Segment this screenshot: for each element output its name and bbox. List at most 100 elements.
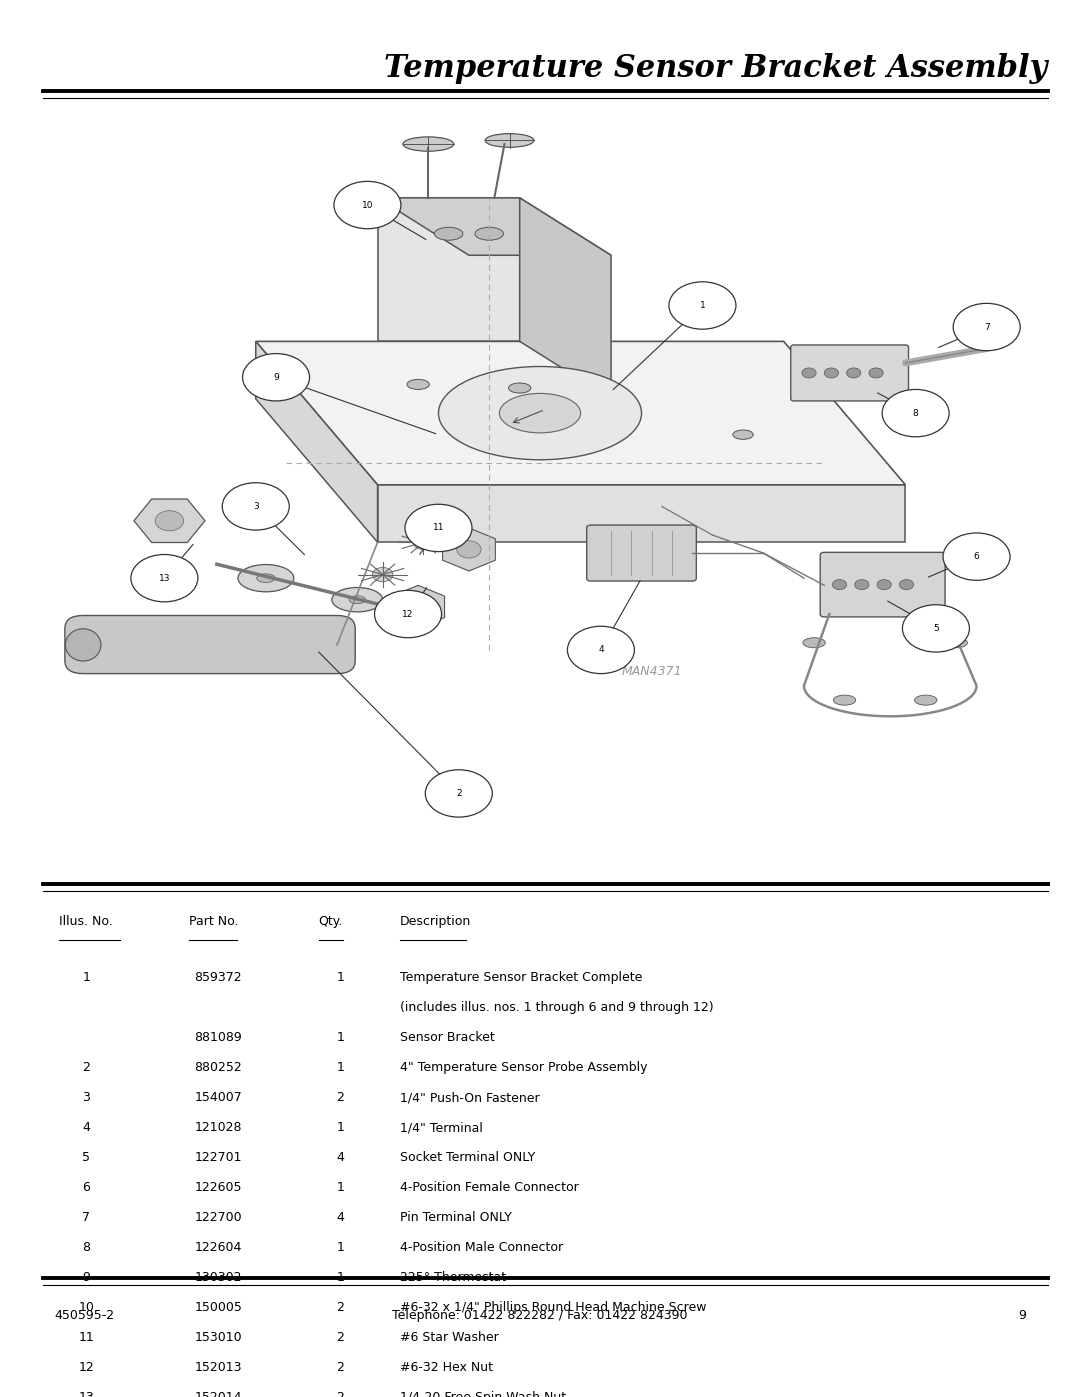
- Circle shape: [954, 303, 1021, 351]
- Ellipse shape: [66, 629, 100, 661]
- Ellipse shape: [407, 380, 430, 390]
- Circle shape: [833, 580, 847, 590]
- Ellipse shape: [733, 430, 753, 439]
- Circle shape: [406, 598, 430, 616]
- Circle shape: [943, 534, 1010, 580]
- Text: 150005: 150005: [194, 1302, 242, 1315]
- Text: 1: 1: [336, 971, 345, 983]
- Text: 4: 4: [82, 1120, 91, 1134]
- Ellipse shape: [834, 696, 855, 705]
- FancyBboxPatch shape: [586, 525, 697, 581]
- Text: 1/4-20 Free Spin Wash Nut: 1/4-20 Free Spin Wash Nut: [400, 1391, 566, 1397]
- Text: 12: 12: [403, 609, 414, 619]
- Text: 881089: 881089: [194, 1031, 242, 1044]
- Text: 5: 5: [933, 624, 939, 633]
- Text: #6-32 x 1/4" Phillips Round Head Machine Screw: #6-32 x 1/4" Phillips Round Head Machine…: [400, 1302, 706, 1315]
- Text: 5: 5: [82, 1151, 91, 1164]
- Text: 2: 2: [336, 1302, 345, 1315]
- FancyBboxPatch shape: [65, 616, 355, 673]
- Ellipse shape: [403, 137, 454, 151]
- Circle shape: [567, 626, 634, 673]
- Text: 152013: 152013: [194, 1361, 242, 1375]
- Circle shape: [334, 182, 401, 229]
- Text: 4-Position Male Connector: 4-Position Male Connector: [400, 1241, 563, 1255]
- Text: Telephone: 01422 822282 / Fax: 01422 824390: Telephone: 01422 822282 / Fax: 01422 824…: [392, 1309, 688, 1322]
- Text: 8: 8: [913, 409, 918, 418]
- Text: 152014: 152014: [194, 1391, 242, 1397]
- Text: 1: 1: [336, 1241, 345, 1255]
- Text: 11: 11: [433, 524, 444, 532]
- Text: 2: 2: [336, 1331, 345, 1344]
- Ellipse shape: [349, 595, 365, 604]
- Text: Qty.: Qty.: [319, 915, 343, 928]
- Text: 1/4" Terminal: 1/4" Terminal: [400, 1120, 483, 1134]
- Text: 7: 7: [984, 323, 989, 331]
- Polygon shape: [256, 341, 905, 485]
- Ellipse shape: [332, 588, 382, 612]
- Text: Sensor Bracket: Sensor Bracket: [400, 1031, 495, 1044]
- Circle shape: [824, 367, 838, 379]
- Text: 13: 13: [159, 574, 171, 583]
- Circle shape: [222, 483, 289, 529]
- Ellipse shape: [802, 637, 825, 648]
- Circle shape: [854, 580, 869, 590]
- Ellipse shape: [475, 228, 503, 240]
- Text: 1/4" Push-On Fastener: 1/4" Push-On Fastener: [400, 1091, 539, 1104]
- Ellipse shape: [915, 696, 937, 705]
- Text: 121028: 121028: [194, 1120, 242, 1134]
- Text: Part No.: Part No.: [189, 915, 239, 928]
- Text: 4" Temperature Sensor Probe Assembly: 4" Temperature Sensor Probe Assembly: [400, 1062, 647, 1074]
- Text: (includes illus. nos. 1 through 6 and 9 through 12): (includes illus. nos. 1 through 6 and 9 …: [400, 1000, 713, 1014]
- Text: 859372: 859372: [194, 971, 242, 983]
- Circle shape: [243, 353, 310, 401]
- Text: 2: 2: [82, 1062, 91, 1074]
- Text: 122701: 122701: [194, 1151, 242, 1164]
- Circle shape: [847, 367, 861, 379]
- Circle shape: [869, 367, 883, 379]
- Text: 4: 4: [598, 645, 604, 654]
- Text: 880252: 880252: [194, 1062, 242, 1074]
- Text: 8: 8: [82, 1241, 91, 1255]
- Text: Pin Terminal ONLY: Pin Terminal ONLY: [400, 1211, 512, 1224]
- Circle shape: [131, 555, 198, 602]
- Polygon shape: [378, 485, 905, 542]
- Text: 10: 10: [362, 201, 374, 210]
- Circle shape: [669, 282, 735, 330]
- Polygon shape: [519, 198, 611, 398]
- Text: 6: 6: [82, 1182, 91, 1194]
- Text: 122604: 122604: [194, 1241, 242, 1255]
- Circle shape: [877, 580, 891, 590]
- Text: 225° Thermostat: 225° Thermostat: [400, 1271, 505, 1284]
- Ellipse shape: [438, 366, 642, 460]
- Text: MAN4371: MAN4371: [621, 665, 681, 678]
- Text: 3: 3: [253, 502, 258, 511]
- Text: Temperature Sensor Bracket Assembly: Temperature Sensor Bracket Assembly: [384, 53, 1048, 84]
- Circle shape: [156, 511, 184, 531]
- Text: 1: 1: [82, 971, 91, 983]
- Circle shape: [900, 580, 914, 590]
- Text: Illus. No.: Illus. No.: [59, 915, 113, 928]
- FancyBboxPatch shape: [791, 345, 908, 401]
- Circle shape: [413, 535, 433, 549]
- Text: 9: 9: [1018, 1309, 1026, 1322]
- Circle shape: [373, 567, 393, 581]
- Text: 154007: 154007: [194, 1091, 242, 1104]
- Text: 1: 1: [336, 1120, 345, 1134]
- Circle shape: [405, 504, 472, 552]
- Text: 2: 2: [336, 1091, 345, 1104]
- Text: 1: 1: [336, 1031, 345, 1044]
- Text: 122700: 122700: [194, 1211, 242, 1224]
- Text: 2: 2: [456, 789, 461, 798]
- Text: Socket Terminal ONLY: Socket Terminal ONLY: [400, 1151, 535, 1164]
- Text: 1: 1: [700, 300, 705, 310]
- Text: 9: 9: [82, 1271, 91, 1284]
- Circle shape: [375, 591, 442, 637]
- Ellipse shape: [509, 383, 531, 393]
- Ellipse shape: [945, 637, 968, 648]
- Text: 153010: 153010: [194, 1331, 242, 1344]
- Ellipse shape: [485, 134, 534, 147]
- Ellipse shape: [238, 564, 294, 592]
- Text: 6: 6: [974, 552, 980, 562]
- Text: Temperature Sensor Bracket Complete: Temperature Sensor Bracket Complete: [400, 971, 642, 983]
- Circle shape: [426, 770, 492, 817]
